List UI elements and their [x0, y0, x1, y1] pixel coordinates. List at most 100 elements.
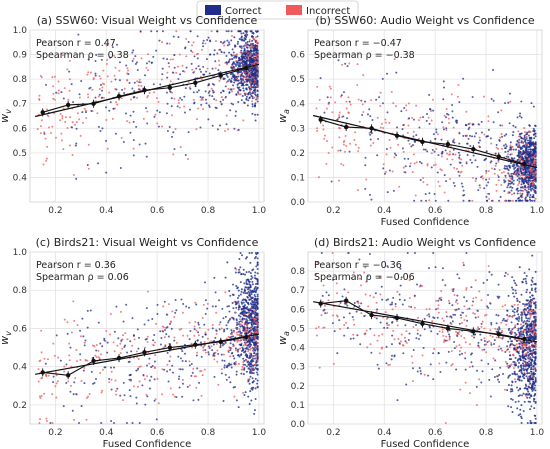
binned-mean-marker	[142, 350, 147, 355]
point-incorrect	[68, 59, 71, 62]
point-correct	[323, 111, 326, 114]
x-tick-label: 0.8	[479, 428, 494, 438]
point-correct	[205, 58, 208, 61]
point-incorrect	[182, 334, 185, 337]
point-correct	[377, 367, 380, 370]
point-correct	[256, 113, 259, 116]
point-correct	[124, 112, 127, 115]
point-correct	[513, 171, 516, 174]
point-correct	[388, 169, 391, 172]
point-correct	[445, 315, 448, 318]
point-correct	[187, 40, 190, 43]
point-correct	[49, 422, 52, 425]
point-incorrect	[430, 110, 433, 113]
point-correct	[530, 102, 533, 105]
point-correct	[211, 89, 214, 92]
point-correct	[90, 370, 93, 373]
point-incorrect	[323, 137, 326, 140]
point-incorrect	[379, 126, 382, 129]
point-incorrect	[531, 156, 534, 159]
point-correct	[240, 32, 243, 35]
point-correct	[256, 272, 259, 275]
point-correct	[490, 321, 493, 324]
point-correct	[148, 60, 151, 63]
y-tick-label: 0.5	[291, 324, 305, 334]
point-incorrect	[206, 302, 209, 305]
point-correct	[412, 135, 415, 138]
point-incorrect	[516, 146, 519, 149]
point-correct	[251, 97, 254, 100]
point-incorrect	[356, 83, 359, 86]
point-correct	[493, 168, 496, 171]
point-correct	[179, 357, 182, 360]
point-correct	[534, 177, 537, 180]
point-incorrect	[372, 296, 375, 299]
point-incorrect	[419, 116, 422, 119]
point-incorrect	[191, 51, 194, 54]
point-correct	[243, 367, 246, 370]
point-incorrect	[122, 334, 125, 337]
point-correct	[108, 378, 111, 381]
point-incorrect	[254, 36, 257, 39]
point-incorrect	[243, 338, 246, 341]
point-correct	[507, 182, 510, 185]
point-correct	[528, 137, 531, 140]
point-correct	[123, 345, 126, 348]
point-incorrect	[430, 152, 433, 155]
point-correct	[377, 137, 380, 140]
y-tick-label: 0.0	[291, 420, 306, 430]
point-incorrect	[406, 131, 409, 134]
point-correct	[236, 42, 239, 45]
point-correct	[83, 382, 86, 385]
point-correct	[416, 283, 419, 286]
point-correct	[248, 342, 251, 345]
point-correct	[529, 148, 532, 151]
point-incorrect	[132, 385, 135, 388]
point-correct	[225, 365, 228, 368]
point-correct	[472, 300, 475, 303]
point-correct	[256, 49, 259, 52]
point-incorrect	[392, 102, 395, 105]
point-correct	[223, 328, 226, 331]
point-incorrect	[120, 97, 123, 100]
x-axis-label: Fused Confidence	[381, 217, 470, 228]
point-incorrect	[108, 381, 111, 384]
point-correct	[174, 311, 177, 314]
point-correct	[249, 289, 252, 292]
point-correct	[221, 359, 224, 362]
scatter-points	[36, 30, 259, 180]
legend-label-incorrect: Incorrect	[306, 6, 350, 17]
point-incorrect	[231, 90, 234, 93]
point-correct	[84, 111, 87, 114]
point-incorrect	[106, 147, 109, 150]
point-correct	[458, 154, 461, 157]
point-incorrect	[350, 277, 353, 280]
point-incorrect	[238, 339, 241, 342]
point-correct	[252, 329, 255, 332]
point-correct	[234, 347, 237, 350]
point-correct	[201, 96, 204, 99]
point-correct	[118, 79, 121, 82]
point-correct	[514, 148, 517, 151]
point-correct	[242, 32, 245, 35]
point-correct	[470, 286, 473, 289]
point-incorrect	[68, 89, 71, 92]
point-incorrect	[45, 159, 48, 162]
point-incorrect	[154, 113, 157, 116]
point-correct	[121, 88, 124, 91]
point-incorrect	[215, 342, 218, 345]
point-correct	[131, 422, 134, 425]
y-tick-label: 0.8	[13, 75, 28, 85]
point-incorrect	[534, 152, 537, 155]
point-correct	[256, 69, 259, 72]
point-correct	[240, 55, 243, 58]
point-incorrect	[485, 313, 488, 316]
point-incorrect	[220, 96, 223, 99]
point-incorrect	[463, 336, 466, 339]
point-incorrect	[249, 68, 252, 71]
point-incorrect	[206, 337, 209, 340]
point-incorrect	[483, 133, 486, 136]
point-correct	[105, 139, 108, 142]
point-correct	[184, 46, 187, 49]
point-correct	[220, 51, 223, 54]
